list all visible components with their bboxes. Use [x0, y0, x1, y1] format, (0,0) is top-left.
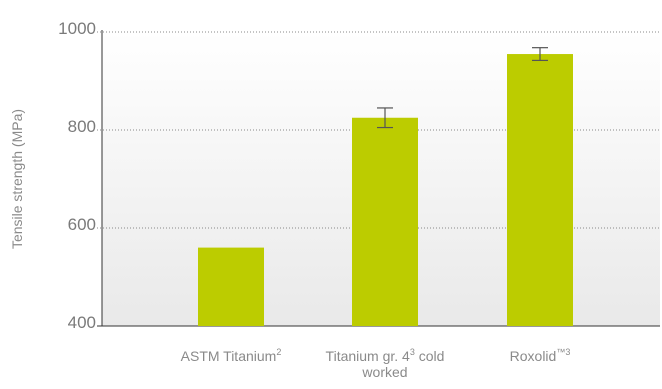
category-label: Titanium gr. 43 cold — [326, 347, 445, 364]
category-label: ASTM Titanium2 — [181, 347, 282, 364]
bar — [198, 247, 264, 326]
y-tick-label: 600 — [68, 215, 96, 234]
y-axis-title: Tensile strength (MPa) — [9, 109, 25, 249]
y-tick-label: 800 — [68, 117, 96, 136]
y-tick-labels: 400 600 800 1000 — [58, 19, 96, 332]
error-bars — [377, 47, 548, 129]
bar — [507, 54, 573, 327]
y-tick-label: 400 — [68, 313, 96, 332]
error-bar — [532, 47, 548, 62]
bar — [352, 117, 418, 326]
error-bar — [377, 107, 393, 129]
category-label-line2: worked — [361, 364, 407, 380]
y-tick-label: 1000 — [58, 19, 96, 38]
category-label: Roxolid™3 — [510, 347, 571, 364]
bars — [198, 54, 573, 327]
category-labels: ASTM Titanium2 Titanium gr. 43 coldworked… — [181, 347, 571, 380]
